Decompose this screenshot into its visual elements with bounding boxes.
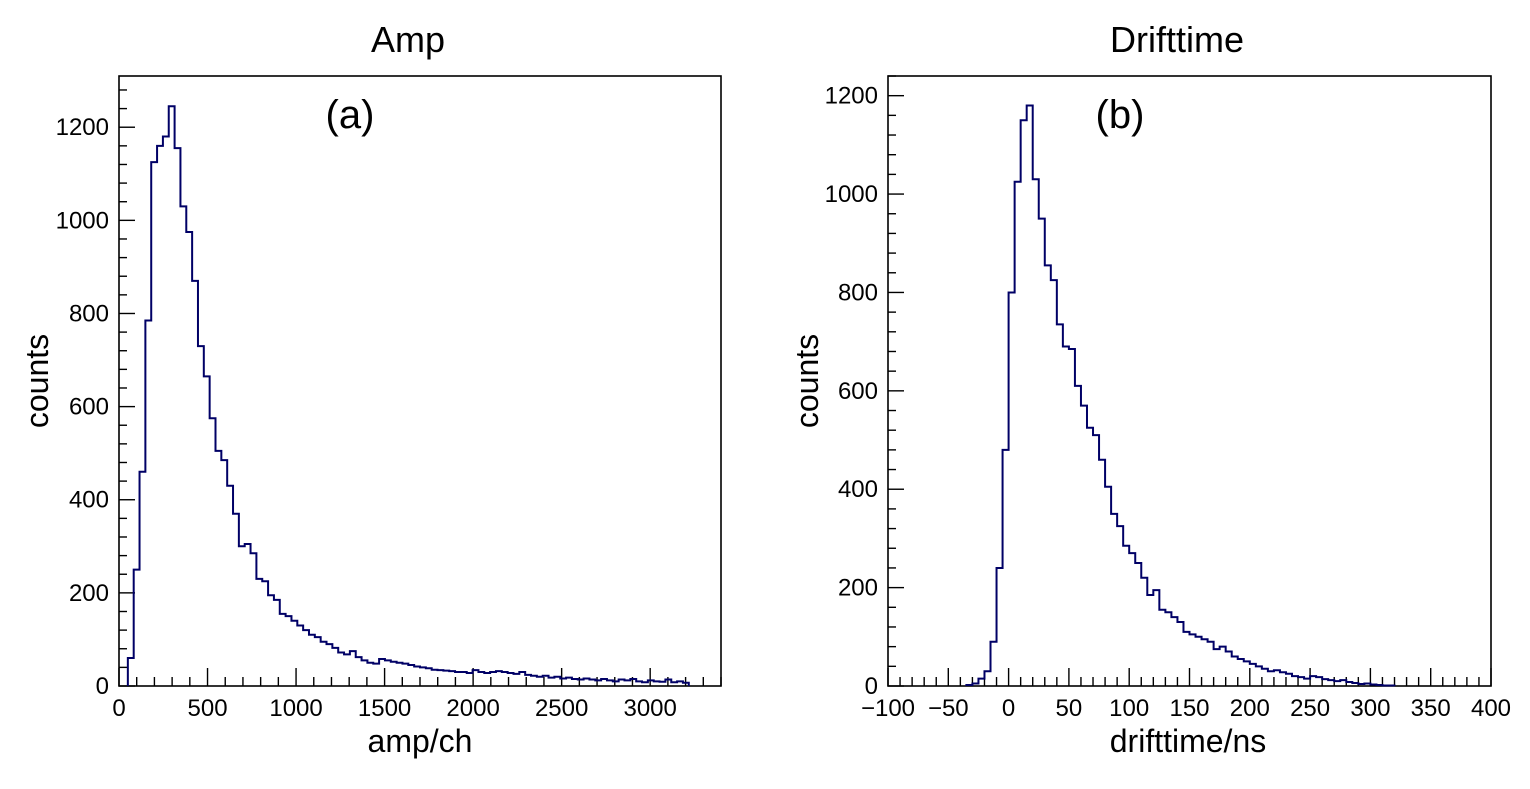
- y-tick-label: 1000: [56, 207, 109, 234]
- panel-label: (b): [1096, 93, 1145, 137]
- x-tick-label: 400: [1471, 695, 1511, 722]
- histogram-line: [126, 105, 690, 686]
- x-tick-label: 150: [1169, 695, 1209, 722]
- x-tick-label: 250: [1290, 695, 1330, 722]
- x-tick-label: 1500: [358, 695, 411, 722]
- chart-title: Drifttime: [1110, 19, 1244, 60]
- x-axis: −100 −50 0 50 100 150 200 250 300 350 400: [861, 668, 1511, 722]
- y-tick-label: 0: [96, 673, 109, 700]
- y-axis-label: counts: [19, 334, 55, 428]
- x-tick-label: 1000: [269, 695, 322, 722]
- x-axis-label: amp/ch: [368, 723, 473, 759]
- x-tick-label: 350: [1411, 695, 1451, 722]
- x-axis: 0 500 1000 1500 2000 2500 3000: [112, 668, 722, 722]
- x-tick-label: −100: [861, 695, 915, 722]
- x-tick-label: 2500: [535, 695, 588, 722]
- y-tick-label: 400: [838, 476, 878, 503]
- x-tick-label: −50: [928, 695, 969, 722]
- y-tick-label: 200: [838, 575, 878, 602]
- plot-frame: [887, 75, 1492, 687]
- x-tick-label: 500: [188, 695, 228, 722]
- panel-label: (a): [326, 93, 375, 137]
- y-axis: 0 200 400 600 800 1000 1200: [56, 89, 135, 700]
- y-tick-label: 1000: [825, 181, 878, 208]
- y-tick-label: 1200: [825, 83, 878, 110]
- x-tick-label: 2000: [446, 695, 499, 722]
- x-tick-label: 0: [1002, 695, 1015, 722]
- x-tick-label: 300: [1350, 695, 1390, 722]
- x-tick-label: 50: [1056, 695, 1083, 722]
- y-tick-label: 400: [69, 487, 109, 514]
- y-tick-label: 600: [69, 394, 109, 421]
- y-tick-label: 1200: [56, 114, 109, 141]
- panel-amp: Amp 0 200 400 600 800 1000 1200 0 500 1000 1500 20…: [19, 19, 722, 759]
- y-tick-label: 800: [838, 279, 878, 306]
- y-tick-label: 600: [838, 378, 878, 405]
- y-tick-label: 200: [69, 580, 109, 607]
- y-tick-label: 0: [865, 673, 878, 700]
- y-axis: 0 200 400 600 800 1000 1200: [825, 75, 904, 700]
- x-tick-label: 200: [1230, 695, 1270, 722]
- x-tick-label: 3000: [623, 695, 676, 722]
- y-axis-label: counts: [789, 334, 825, 428]
- x-tick-label: 100: [1109, 695, 1149, 722]
- histogram-line: [965, 104, 1396, 687]
- chart-title: Amp: [371, 19, 445, 60]
- x-tick-label: 0: [112, 695, 125, 722]
- x-axis-label: drifttime/ns: [1110, 723, 1266, 759]
- y-tick-label: 800: [69, 300, 109, 327]
